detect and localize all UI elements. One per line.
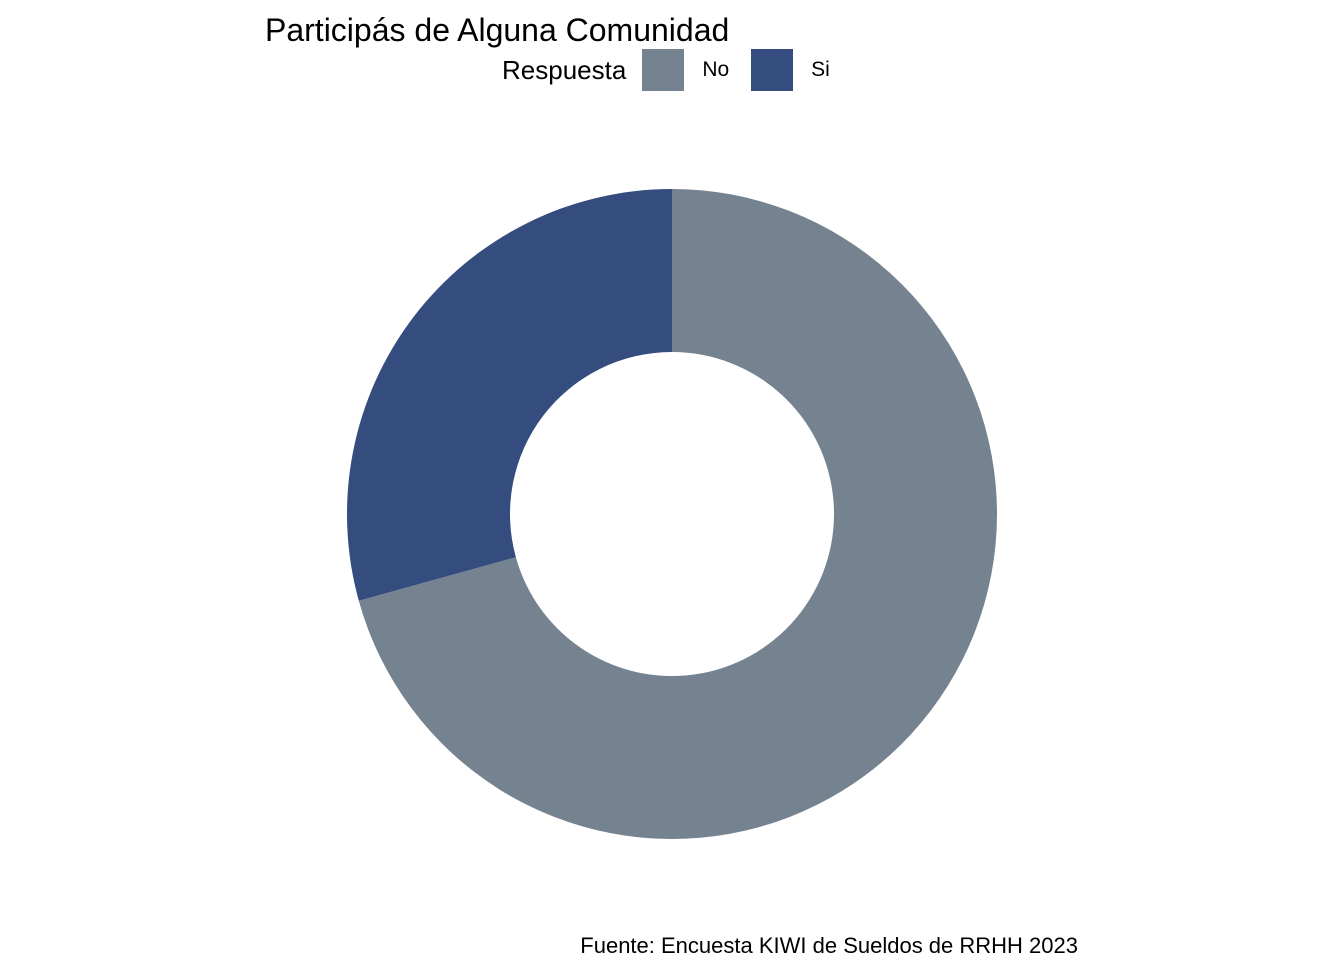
legend-label-si: Si <box>811 58 830 81</box>
legend-swatch-si <box>751 49 794 91</box>
legend-swatch-no <box>642 49 685 91</box>
chart-caption: Fuente: Encuesta KIWI de Sueldos de RRHH… <box>580 933 1078 958</box>
donut-slice-si <box>346 189 672 601</box>
legend: Respuesta No Si <box>502 49 830 91</box>
donut-slice-no <box>358 189 997 839</box>
chart-title: Participás de Alguna Comunidad <box>265 12 730 48</box>
legend-title: Respuesta <box>502 54 627 85</box>
legend-item-si: Si <box>751 49 830 91</box>
legend-label-no: No <box>702 58 730 81</box>
legend-item-no: No <box>642 49 729 91</box>
